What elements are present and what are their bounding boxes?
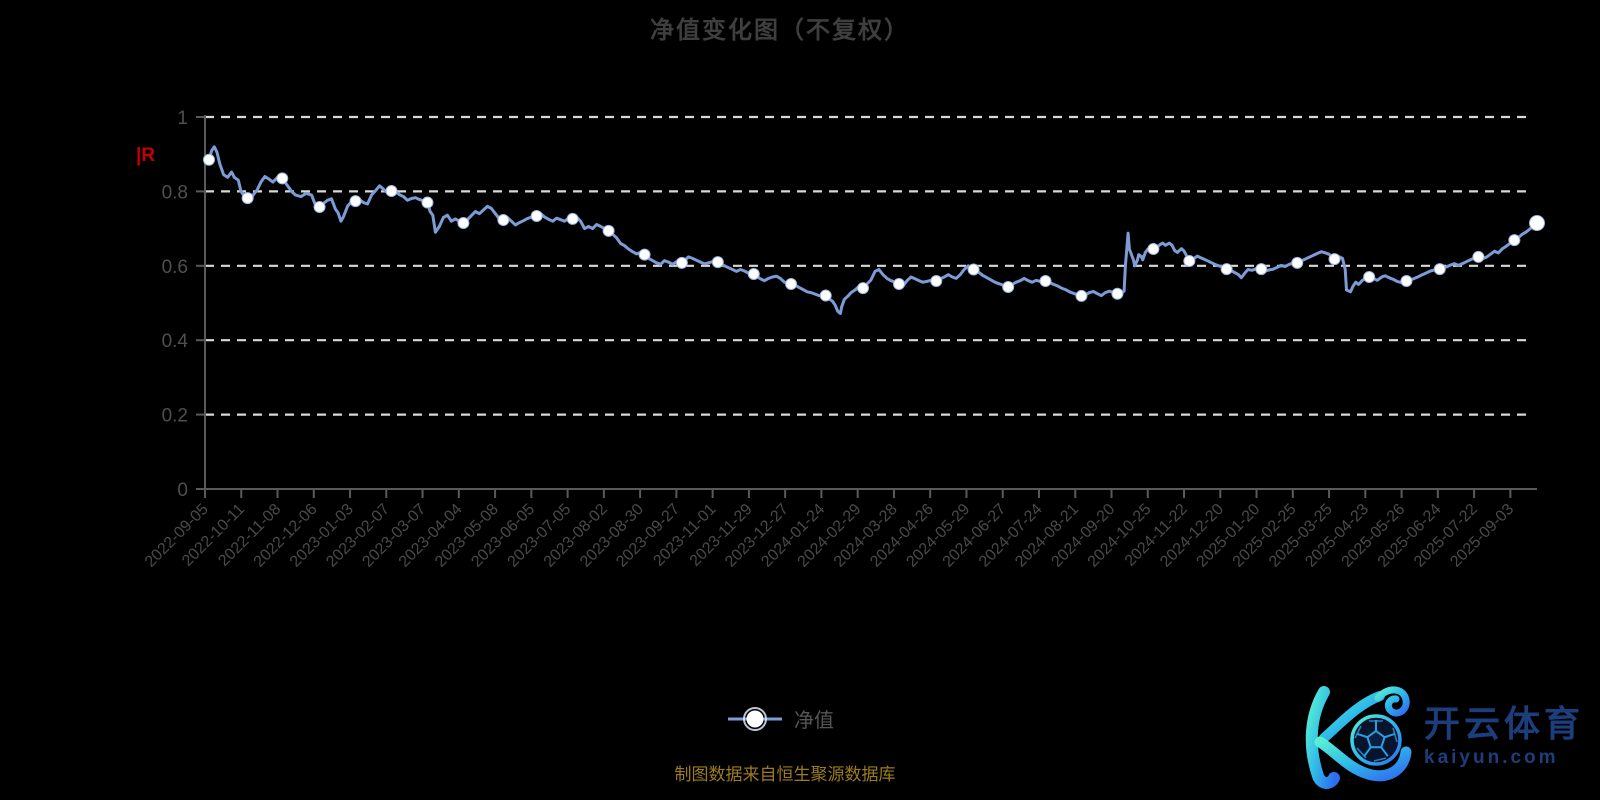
- logo-k-arm: [1319, 691, 1385, 743]
- data-point-marker[interactable]: [349, 195, 362, 208]
- data-point-marker[interactable]: [857, 282, 870, 295]
- data-point-marker[interactable]: [711, 256, 724, 269]
- data-point-marker[interactable]: [1111, 287, 1124, 300]
- data-point-marker[interactable]: [1183, 254, 1196, 267]
- data-point-marker[interactable]: [892, 278, 905, 291]
- data-point-marker[interactable]: [1400, 275, 1413, 288]
- data-point-marker[interactable]: [1255, 263, 1268, 276]
- logo-k-tail: [1314, 736, 1412, 782]
- data-point-marker[interactable]: [602, 224, 615, 237]
- netvalue-line-chart: 00.20.40.60.812022-09-052022-10-112022-1…: [142, 108, 1545, 571]
- y-tick-label: 0.6: [162, 257, 188, 278]
- data-point-marker[interactable]: [530, 209, 543, 222]
- page-title: 净值变化图（不复权）: [650, 17, 910, 44]
- data-point-marker[interactable]: [566, 212, 579, 225]
- legend-item-netvalue[interactable]: 净值: [0, 704, 1560, 733]
- logo-brand-cn: 开云体育: [1424, 702, 1585, 744]
- data-point-marker[interactable]: [457, 217, 470, 230]
- kaiyun-logo[interactable]: 开云体育 kaiyun.com: [1294, 680, 1584, 792]
- data-point-marker[interactable]: [1433, 263, 1446, 276]
- data-point-marker[interactable]: [1075, 289, 1088, 302]
- y-tick-label: 0.2: [162, 406, 188, 427]
- logo-domain: kaiyun.com: [1424, 747, 1559, 769]
- legend-label: 净值: [794, 710, 834, 732]
- y-tick-label: 1: [177, 108, 188, 129]
- data-point-marker[interactable]: [967, 263, 980, 276]
- data-point-marker[interactable]: [1002, 281, 1015, 294]
- data-point-marker[interactable]: [497, 214, 510, 227]
- netvalue-series-line: [207, 145, 1539, 315]
- data-point-marker[interactable]: [1291, 256, 1304, 269]
- data-point-marker[interactable]: [1508, 234, 1521, 247]
- data-point-marker[interactable]: [747, 267, 760, 280]
- data-point-marker[interactable]: [785, 278, 798, 291]
- data-point-marker[interactable]: [1039, 275, 1052, 288]
- y-tick-label: 0.4: [162, 331, 189, 352]
- y-tick-label: 0: [177, 480, 188, 501]
- data-point-marker[interactable]: [276, 172, 289, 185]
- logo-k-stem: [1305, 686, 1340, 789]
- data-point-marker[interactable]: [421, 196, 434, 209]
- data-point-marker[interactable]: [675, 256, 688, 269]
- data-point-marker[interactable]: [1363, 270, 1376, 283]
- data-point-marker[interactable]: [1220, 263, 1233, 276]
- y-tick-label: 0.8: [162, 182, 188, 203]
- data-source-note: 制图数据来自恒生聚源数据库: [674, 765, 896, 784]
- kaiyun-logo-icon: [1305, 686, 1412, 789]
- data-point-marker[interactable]: [930, 275, 943, 288]
- data-point-marker[interactable]: [1472, 250, 1485, 263]
- data-point-marker[interactable]: [202, 153, 215, 166]
- logo-text: 开云体育 kaiyun.com: [1424, 703, 1584, 769]
- data-point-marker[interactable]: [1147, 243, 1160, 256]
- data-point-marker[interactable]: [313, 201, 326, 214]
- y-axis-unit-label: |R: [136, 145, 156, 166]
- logo-swirl: [1374, 686, 1410, 717]
- data-point-marker[interactable]: [385, 185, 398, 198]
- data-point-marker[interactable]: [1328, 253, 1341, 266]
- soccer-ball-icon: [1350, 714, 1402, 766]
- legend-marker-icon: [728, 706, 782, 731]
- data-point-marker[interactable]: [241, 192, 254, 205]
- last-data-point-marker[interactable]: [1529, 215, 1545, 232]
- data-point-marker[interactable]: [638, 248, 651, 261]
- data-point-marker[interactable]: [819, 289, 832, 302]
